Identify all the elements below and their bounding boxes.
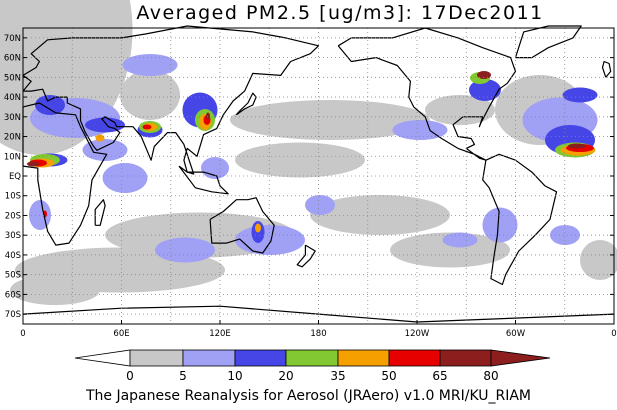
coastline-madagascar (94, 199, 106, 226)
coastline-new-zealand (296, 244, 316, 268)
pm25-contour (206, 112, 210, 120)
coastline-australia (209, 197, 275, 254)
pm25-contour (120, 70, 180, 120)
colorbar-tick-label: 0 (126, 369, 134, 383)
colorbar (74, 349, 551, 367)
pm25-contour (562, 87, 598, 103)
colorbar-tick-label: 65 (432, 369, 447, 383)
lat-label: 40S (5, 251, 21, 261)
coastline-europe-asia (22, 25, 320, 175)
lon-label: 60E (113, 329, 129, 339)
pm25-contour (482, 207, 518, 243)
lat-label: 60S (5, 290, 21, 300)
lat-label: 20N (4, 133, 21, 143)
coastline-africa (22, 102, 108, 246)
pm25-contour (230, 100, 430, 140)
lat-label: 30N (4, 113, 21, 123)
colorbar-tick-label: 50 (381, 369, 396, 383)
pm25-contour (390, 232, 510, 268)
coastline-japan (235, 92, 257, 116)
latitude-axis: 70N 60N 50N 40N 30N 20N 10N EQ 10S 20S 30S 40S 50S 60… (4, 34, 614, 320)
lat-label: 60N (4, 54, 21, 64)
gridline-layer (23, 28, 614, 324)
pm25-contour (27, 161, 39, 167)
pm25-contour (469, 79, 501, 101)
pm25-contour (155, 237, 215, 263)
colorbar-segment (490, 349, 551, 367)
lat-label: 40N (4, 93, 21, 103)
footer-credit: The Japanese Reanalysis for Aerosol (JRA… (85, 388, 532, 404)
pm25-contour (425, 95, 495, 125)
colorbar-tick-label: 20 (278, 369, 293, 383)
pm25-contour (310, 195, 450, 235)
longitude-axis: 0 60E 120E 180 120W 60W 0 (20, 320, 617, 339)
colorbar-segment (234, 349, 287, 367)
coastline-uk (601, 60, 612, 78)
pm25-contour (29, 200, 51, 230)
coastline-north-america (337, 27, 517, 161)
lat-label: 10S (5, 192, 21, 202)
pm25-contour (142, 124, 152, 130)
lat-label: 20S (5, 211, 21, 221)
lat-label: EQ (9, 172, 21, 182)
lon-label: 60W (506, 329, 526, 339)
colorbar-segment (74, 349, 131, 367)
colorbar-segment (388, 349, 441, 367)
colorbar-segment (182, 349, 236, 367)
lon-label: 180 (310, 329, 326, 339)
pm25-contour (442, 232, 478, 248)
lat-label: 50S (5, 271, 21, 281)
pm25-contour (477, 71, 491, 79)
pm25-contour (235, 225, 305, 255)
pm25-contour (102, 163, 148, 193)
pm25-contour (305, 195, 335, 215)
pm25-contour (95, 134, 105, 142)
colorbar-tick-label: 5 (179, 369, 187, 383)
coastline-greenland (514, 25, 582, 59)
colorbar-tick-label: 35 (330, 369, 345, 383)
lon-label: 120E (209, 329, 231, 339)
colorbar-tick-label: 10 (227, 369, 242, 383)
colorbar-segment (129, 349, 184, 367)
lat-label: 10N (4, 152, 21, 162)
pm25-contour (550, 225, 580, 245)
pm25-contour (35, 95, 65, 115)
pm25-contour (568, 143, 586, 149)
coastline-south-america (482, 153, 558, 286)
pm25-contour (10, 275, 100, 305)
lat-label: 70S (5, 310, 21, 320)
coastline-indonesia (178, 165, 229, 195)
lon-label: 120W (405, 329, 430, 339)
colorbar-segment (285, 349, 339, 367)
lat-label: 50N (4, 73, 21, 83)
lat-label: 70N (4, 34, 21, 44)
colorbar-segment (439, 349, 492, 367)
pm25-contour (235, 142, 365, 178)
lon-label: 0 (20, 329, 25, 339)
lon-label: 0 (611, 329, 616, 339)
pm25-contour (85, 117, 125, 133)
map-title: Daily Averaged PM2.5 [ug/m3]: 17Dec2011 (73, 2, 544, 24)
colorbar-tick-label: 80 (483, 369, 498, 383)
pm25-contour (392, 120, 448, 140)
colorbar-segment (337, 349, 390, 367)
pm25-contour-layer (0, 0, 617, 305)
pm25-contour (122, 54, 178, 76)
pm25-contour (82, 139, 128, 161)
colorbar-labels: 0 5 10 20 35 50 65 80 (126, 369, 498, 383)
pm25-contour (580, 240, 617, 280)
lat-label: 30S (5, 231, 21, 241)
pm25-contour (255, 223, 261, 233)
